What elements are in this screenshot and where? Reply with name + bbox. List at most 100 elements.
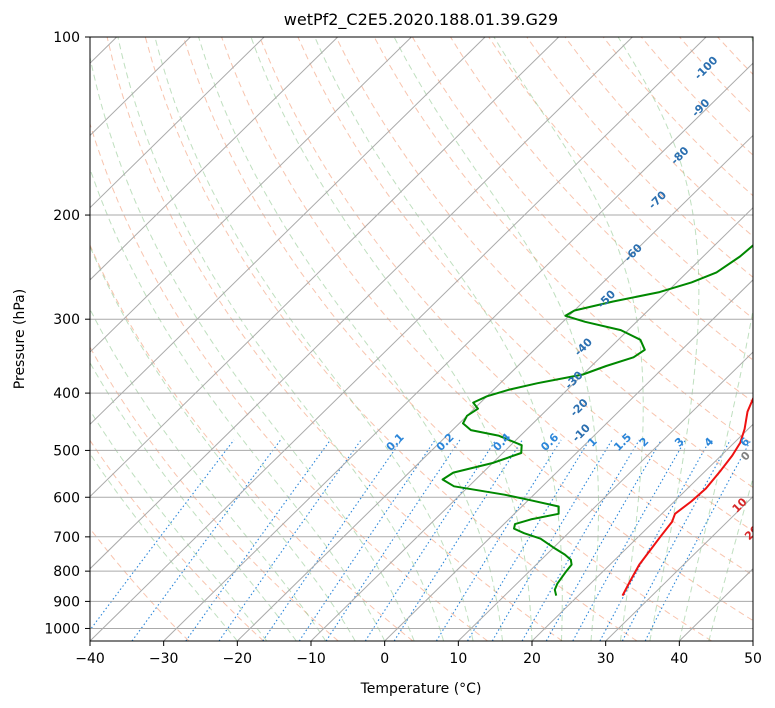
dry-adiabat [640,37,753,156]
x-tick-label: 20 [523,651,541,667]
moist-adiabat [493,37,644,641]
temperature-line [621,396,753,597]
dry-adiabat [373,37,753,446]
dry-adiabat [450,37,753,361]
dry-adiabat-label: -30 [562,368,585,391]
y-tick-label: 300 [53,312,80,328]
mixing-ratio-label: 1 [585,435,600,450]
mixing-ratio-line [599,439,711,641]
mixing-ratio-line [621,439,731,641]
background-lines [90,37,775,641]
mixing-ratio-line [262,439,403,641]
y-tick-label: 800 [53,564,80,580]
moist-adiabat-label: 40 [768,581,775,601]
dry-adiabat [564,37,753,237]
mixing-ratio-line [131,439,282,641]
x-tick-label: −30 [149,651,179,667]
moist-adiabat [154,37,474,641]
moist-adiabat-label: 20 [742,523,762,543]
isotherm [310,206,753,641]
isotherm [90,37,707,641]
dry-adiabat-label: -80 [668,144,691,167]
mixing-ratio-line [218,439,362,641]
mixing-ratio-line [364,439,497,641]
dry-adiabat-label: -50 [595,287,618,310]
x-tick-label: 40 [670,651,688,667]
x-tick-label: 30 [597,651,615,667]
mixing-ratio-label: 2 [637,435,652,450]
y-axis-title: Pressure (hPa) [12,289,28,389]
x-tick-label: −10 [296,651,326,667]
y-tick-label: 700 [53,530,80,546]
isotherm [90,37,191,137]
chart-title: wetPf2_C2E5.2020.188.01.39.G29 [284,10,558,30]
dry-adiabat [411,37,753,403]
dry-adiabat-label: -70 [646,188,669,211]
mixing-ratio-label: 8 [769,435,775,450]
moist-adiabat [708,476,753,641]
sounding-series [441,244,753,597]
moist-adiabat [678,37,753,641]
isotherm [457,351,753,641]
isotherm [90,37,560,498]
y-tick-label: 500 [53,443,80,459]
dry-adiabat-label: -100 [692,53,721,82]
mixing-ratio-label: 4 [702,435,717,450]
mixing-ratio-line [435,439,562,641]
isotherm [752,640,753,641]
moist-adiabat [250,37,533,641]
y-tick-label: 400 [53,386,80,402]
mixing-ratio-line [545,439,662,641]
isotherm [678,568,753,641]
dry-adiabat-label: -40 [572,335,595,358]
moist-adiabat [393,37,599,641]
isotherm [90,37,339,281]
x-tick-label: −20 [223,651,253,667]
moist-adiabat [314,37,563,641]
moist-adiabat [90,452,238,641]
moist-adiabat-label: 30 [754,551,774,571]
moist-adiabat [90,245,356,641]
x-tick-label: 0 [380,651,389,667]
y-tick-label: 200 [53,208,80,224]
x-tick-label: 50 [744,651,762,667]
mixing-ratio-line [572,439,686,641]
isotherm [384,279,753,641]
moist-adiabat [117,37,445,641]
dry-adiabat [756,37,775,641]
isotherm [531,423,753,641]
y-tick-label: 900 [53,594,80,610]
dry-adiabat [182,37,712,641]
isotherm [90,37,486,426]
mixing-ratio-line [467,439,590,641]
mixing-ratio-line [491,439,613,641]
dry-adiabat [679,37,753,116]
x-tick-label: −40 [75,651,105,667]
y-tick-label: 100 [53,30,80,46]
y-tick-label: 600 [53,490,80,506]
y-tick-label: 1000 [44,621,80,637]
dry-adiabat [144,37,638,641]
dry-adiabat [90,527,190,641]
x-axis: −40 −30 −20 −10 0 10 20 30 40 50 [75,641,762,667]
moist-adiabat-label: 10 [730,495,750,515]
mixing-ratio-line [325,439,461,641]
dry-adiabat [259,37,753,577]
x-tick-label: 10 [449,651,467,667]
moist-adiabat [198,37,503,641]
mixing-ratio-line [521,439,640,641]
plot-frame [89,36,754,642]
isotherm [90,37,412,353]
dry-adiabat [488,37,753,320]
moist-adiabat [90,308,327,641]
dry-adiabat [602,37,753,197]
y-axis: 100 200 300 400 500 600 700 800 900 1000 [44,30,90,637]
dry-adiabat [90,122,488,641]
isotherm [90,37,265,209]
dry-adiabat [297,37,753,532]
isotherm [605,495,753,641]
moist-adiabat [617,37,700,641]
x-axis-title: Temperature (°C) [360,681,482,697]
mixing-ratio-label: 3 [672,435,687,450]
